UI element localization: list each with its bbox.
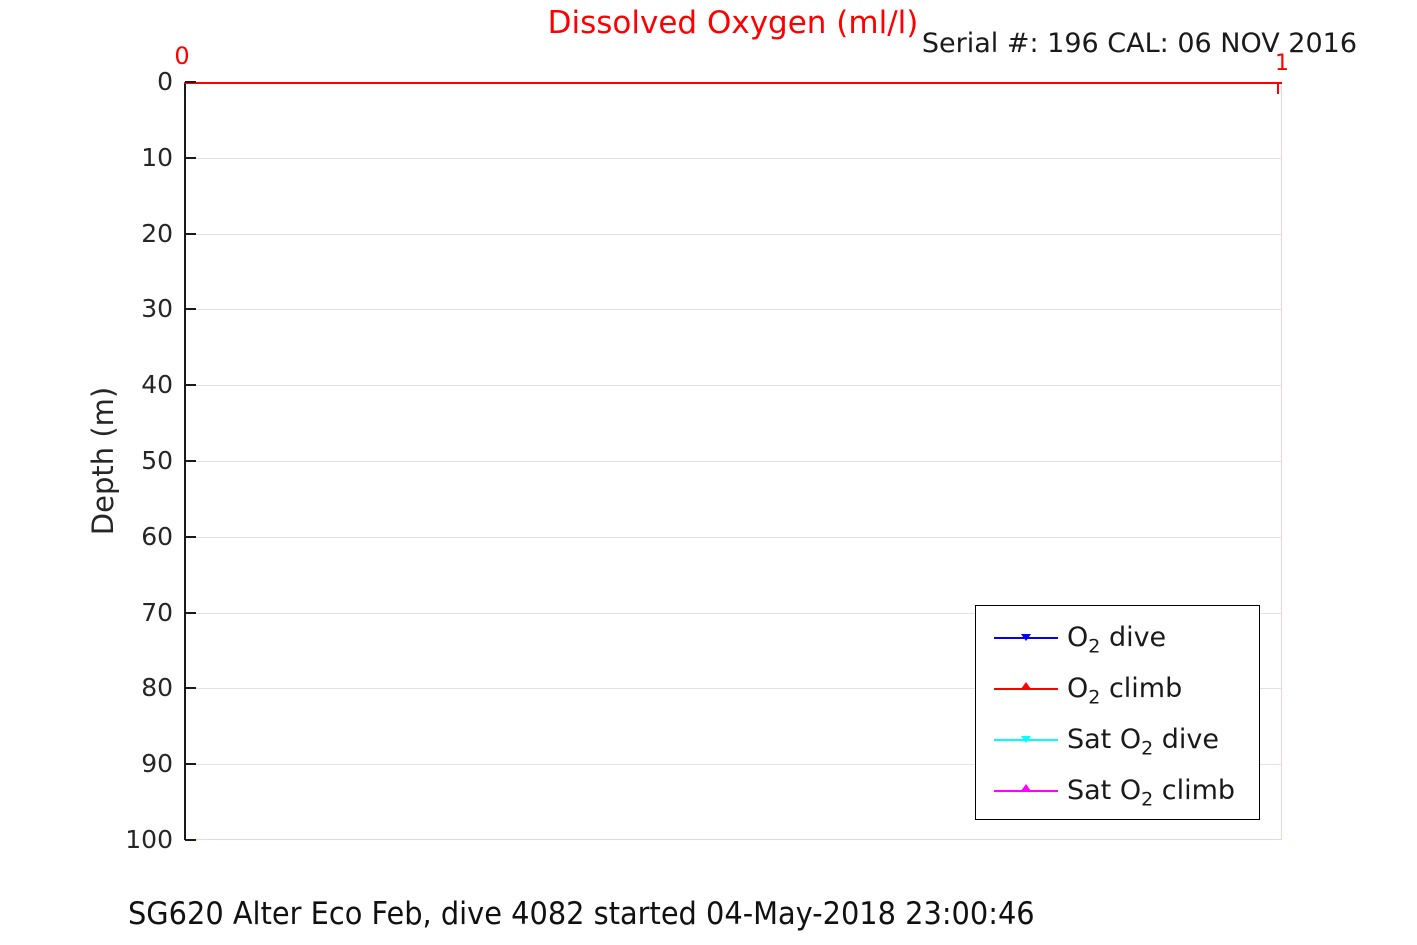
triangle-down-marker-icon bbox=[1021, 735, 1031, 743]
y-gridline bbox=[186, 385, 1281, 387]
legend-line-sample bbox=[994, 732, 1058, 748]
y-tick-mark bbox=[185, 687, 196, 690]
y-gridline bbox=[186, 233, 1281, 235]
legend-entry: Sat O2 dive bbox=[976, 714, 1259, 765]
legend: O2 dive O2 climb Sat O2 dive Sat O2 climb bbox=[975, 605, 1260, 820]
y-gridline bbox=[186, 157, 1281, 159]
y-tick-mark bbox=[185, 384, 196, 387]
y-gridline bbox=[186, 612, 1281, 614]
legend-entry: O2 dive bbox=[976, 612, 1259, 663]
dive-info-annotation: SG620 Alter Eco Feb, dive 4082 started 0… bbox=[128, 896, 1035, 932]
y-tick-label: 80 bbox=[141, 673, 173, 703]
legend-line-sample bbox=[994, 681, 1058, 697]
x-tick-mark-1 bbox=[1277, 84, 1279, 94]
legend-entry-label: Sat O2 dive bbox=[1067, 724, 1220, 760]
y-tick-label: 40 bbox=[141, 370, 173, 400]
y-gridline bbox=[186, 764, 1281, 766]
legend-line-sample bbox=[994, 783, 1058, 799]
bottom-spine bbox=[184, 839, 1282, 840]
triangle-up-marker-icon bbox=[1021, 681, 1031, 689]
plot-title: Dissolved Oxygen (ml/l) bbox=[547, 5, 919, 41]
legend-line bbox=[994, 687, 1058, 690]
y-tick-mark bbox=[185, 611, 196, 614]
y-tick-label: 100 bbox=[125, 825, 173, 854]
y-tick-mark bbox=[185, 81, 196, 83]
legend-entry-label: O2 climb bbox=[1067, 673, 1183, 709]
y-tick-mark bbox=[185, 460, 196, 462]
legend-line-sample bbox=[994, 630, 1058, 646]
y-gridline bbox=[186, 309, 1281, 311]
x-axis-spine bbox=[184, 82, 1282, 84]
right-spine bbox=[1281, 82, 1282, 840]
y-tick-mark bbox=[185, 232, 196, 235]
y-tick-label: 30 bbox=[141, 294, 173, 324]
x-tick-label-0: 0 bbox=[174, 42, 190, 70]
legend-entry: O2 climb bbox=[976, 663, 1259, 714]
triangle-down-marker-icon bbox=[1021, 633, 1031, 641]
y-gridline bbox=[186, 536, 1281, 538]
legend-line bbox=[994, 789, 1058, 792]
y-tick-mark bbox=[185, 308, 196, 311]
y-tick-label: 0 bbox=[157, 67, 173, 96]
legend-entry: Sat O2 climb bbox=[976, 765, 1259, 816]
legend-entry-label: O2 dive bbox=[1067, 622, 1167, 658]
y-tick-label: 90 bbox=[141, 749, 173, 779]
y-tick-label: 70 bbox=[141, 597, 173, 627]
y-tick-label: 50 bbox=[141, 446, 173, 475]
y-tick-mark bbox=[185, 535, 196, 538]
y-gridline bbox=[186, 688, 1281, 690]
y-tick-label: 60 bbox=[141, 521, 173, 551]
y-axis-label: Depth (m) bbox=[86, 386, 120, 536]
y-tick-mark bbox=[185, 763, 196, 766]
y-tick-label: 10 bbox=[141, 142, 173, 172]
triangle-up-marker-icon bbox=[1021, 783, 1031, 791]
y-gridline bbox=[186, 461, 1281, 462]
legend-rows: O2 dive O2 climb Sat O2 dive Sat O2 climb bbox=[976, 612, 1259, 816]
legend-entry-label: Sat O2 climb bbox=[1067, 775, 1236, 811]
x-tick-label-1: 1 bbox=[1275, 51, 1289, 76]
y-tick-label: 20 bbox=[141, 218, 173, 248]
serial-cal-annotation: Serial #: 196 CAL: 06 NOV 2016 bbox=[921, 28, 1357, 59]
y-tick-mark bbox=[185, 839, 196, 841]
y-tick-mark bbox=[185, 156, 196, 159]
